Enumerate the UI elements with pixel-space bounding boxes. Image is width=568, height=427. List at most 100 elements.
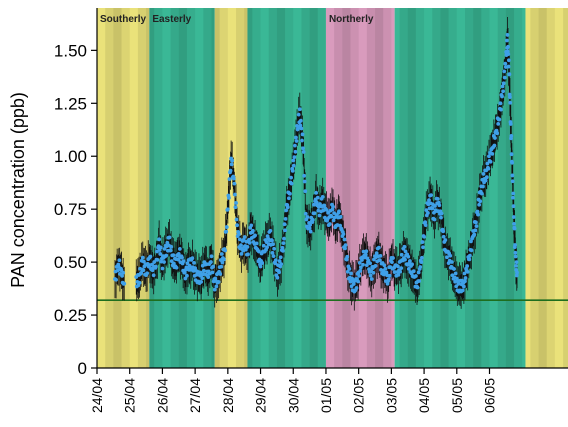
y-tick-label: 0: [78, 359, 87, 378]
data-point: [155, 258, 160, 262]
data-point: [484, 175, 489, 180]
region-shade: [375, 8, 384, 368]
data-point: [502, 75, 507, 80]
data-point: [284, 208, 289, 213]
region-shade: [268, 8, 277, 368]
region-shade: [415, 8, 425, 368]
region-label: Northerly: [329, 14, 374, 25]
data-point: [288, 191, 292, 196]
region-band: [214, 8, 248, 368]
data-point: [243, 247, 248, 252]
data-point: [148, 254, 153, 259]
y-tick-label: 0.50: [54, 253, 87, 272]
data-point: [228, 168, 233, 173]
data-point: [448, 253, 453, 258]
data-point: [176, 257, 181, 262]
data-point: [358, 268, 363, 273]
data-point: [271, 242, 275, 247]
data-point: [298, 118, 303, 123]
data-point: [297, 107, 302, 112]
region-shade: [247, 8, 253, 368]
data-point: [258, 264, 263, 269]
data-point: [433, 204, 437, 208]
data-point: [472, 232, 477, 237]
data-point: [282, 222, 287, 227]
region-shade: [170, 8, 179, 368]
region-shade: [178, 8, 187, 368]
data-point: [338, 214, 343, 219]
region-shade: [186, 8, 196, 368]
data-point: [327, 222, 332, 226]
data-point: [462, 271, 467, 276]
region-shade: [244, 8, 248, 368]
data-point: [222, 257, 226, 262]
y-tick-label: 1.00: [54, 147, 87, 166]
data-point: [292, 143, 297, 148]
data-point: [467, 257, 472, 262]
data-point: [151, 273, 156, 278]
data-point: [283, 217, 288, 221]
data-point: [508, 95, 512, 99]
data-point: [294, 139, 299, 143]
data-point: [495, 131, 500, 136]
data-point: [314, 190, 319, 195]
data-point: [342, 237, 347, 242]
data-point: [481, 184, 485, 189]
data-point: [483, 178, 488, 183]
data-point: [230, 158, 235, 163]
data-point: [485, 161, 490, 166]
data-point: [317, 213, 322, 218]
data-point: [399, 252, 404, 257]
data-point: [439, 215, 443, 220]
data-point: [251, 228, 255, 233]
data-point: [272, 246, 277, 251]
data-point: [254, 241, 259, 246]
data-point: [498, 101, 503, 106]
data-point: [510, 160, 515, 165]
data-point: [411, 269, 416, 274]
data-point: [392, 270, 397, 274]
region-shade: [505, 8, 515, 368]
data-point: [282, 236, 286, 241]
data-point: [122, 281, 127, 286]
data-point: [242, 235, 247, 239]
data-point: [296, 126, 301, 130]
data-point: [351, 282, 356, 286]
data-point: [410, 262, 414, 267]
data-point: [277, 270, 281, 275]
data-point: [209, 260, 213, 264]
data-point: [257, 249, 261, 254]
region-shade: [252, 8, 261, 368]
data-point: [233, 192, 237, 197]
data-point: [271, 254, 276, 259]
data-point: [145, 271, 150, 276]
data-point: [420, 255, 424, 260]
x-tick-label: 02/05: [351, 378, 367, 413]
data-point: [439, 211, 444, 216]
data-point: [200, 276, 205, 281]
data-point: [461, 284, 466, 289]
data-point: [298, 123, 303, 128]
data-point: [260, 261, 265, 265]
region-shade: [399, 8, 408, 368]
data-point: [479, 191, 484, 196]
region-shade: [219, 8, 228, 368]
data-point: [514, 263, 518, 268]
data-point: [120, 273, 124, 278]
data-point: [406, 267, 411, 271]
data-point: [390, 260, 394, 265]
region-shade: [538, 8, 547, 368]
data-point: [502, 69, 507, 74]
region-shade: [407, 8, 416, 368]
data-point: [190, 256, 195, 261]
data-point: [349, 271, 353, 276]
data-point: [506, 58, 511, 63]
data-point: [210, 270, 215, 275]
data-point: [452, 267, 456, 271]
data-point: [493, 136, 497, 140]
axes: 0 0.25 0.50 0.75 1.00 1.25 1.50 24/04 25/04 26/04…: [54, 8, 568, 413]
data-point: [510, 173, 515, 178]
data-point: [150, 262, 154, 267]
data-point: [268, 228, 273, 233]
data-point: [158, 245, 163, 250]
